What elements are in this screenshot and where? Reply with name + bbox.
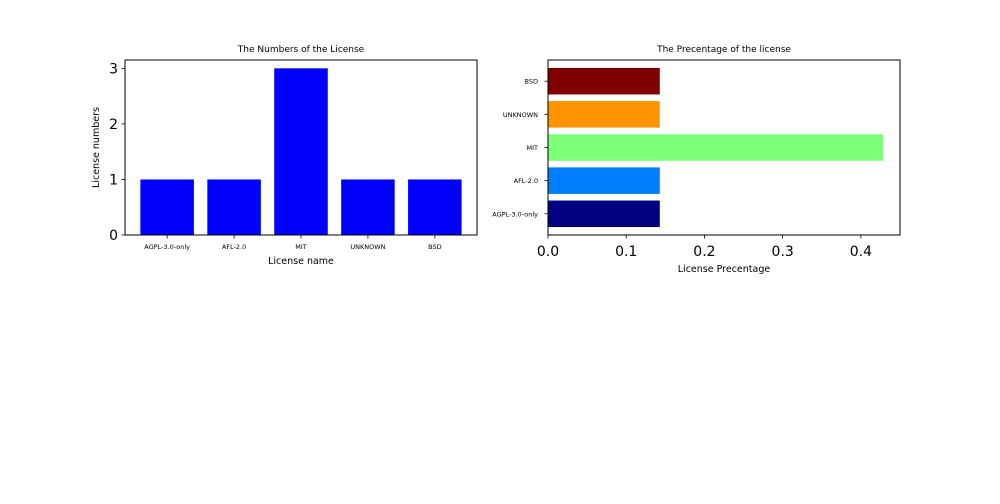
y-tick-label: MIT: [527, 144, 539, 152]
x-tick-label: 0.4: [850, 244, 872, 260]
axes-frame: [124, 59, 478, 236]
y-tick-label: 0: [109, 228, 118, 244]
bar-mit: [548, 134, 884, 161]
x-tick-label: 0.0: [537, 244, 559, 260]
y-tick-label: AFL-2.0: [514, 177, 538, 185]
x-tick-label: MIT: [295, 243, 307, 251]
x-tick-label: 0.1: [615, 244, 637, 260]
bar-agpl-3.0-only: [548, 200, 660, 228]
x-tick-label: AGPL-3.0-only: [144, 243, 190, 251]
x-axis-label: License name: [268, 256, 334, 267]
bar-mit: [274, 68, 328, 235]
x-tick-label: 0.3: [772, 244, 794, 260]
x-tick-label: BSD: [428, 243, 441, 251]
y-tick-label: 1: [109, 172, 118, 188]
bar-bsd: [408, 179, 462, 235]
chart-title: The Precentage of the license: [656, 45, 791, 55]
bar-unknown: [548, 101, 660, 128]
x-tick-label: AFL-2.0: [222, 243, 246, 251]
x-tick-label: 0.2: [693, 244, 715, 260]
y-tick-label: 2: [109, 117, 118, 133]
bar-bsd: [548, 67, 660, 95]
x-axis-label: License Precentage: [678, 264, 771, 275]
y-tick-label: UNKNOWN: [503, 111, 538, 119]
y-tick-label: 3: [109, 61, 118, 77]
x-tick-label: UNKNOWN: [350, 243, 385, 251]
y-tick-label: BSD: [525, 78, 538, 86]
chart-title: The Numbers of the License: [237, 45, 365, 55]
bar-unknown: [341, 179, 395, 235]
bar-afl-2.0: [207, 179, 261, 235]
bar-afl-2.0: [548, 167, 660, 194]
y-axis-label: License numbers: [91, 107, 102, 188]
bar-agpl-3.0-only: [140, 179, 194, 235]
axes-frame: [547, 59, 901, 236]
y-tick-label: AGPL-3.0-only: [492, 210, 538, 218]
